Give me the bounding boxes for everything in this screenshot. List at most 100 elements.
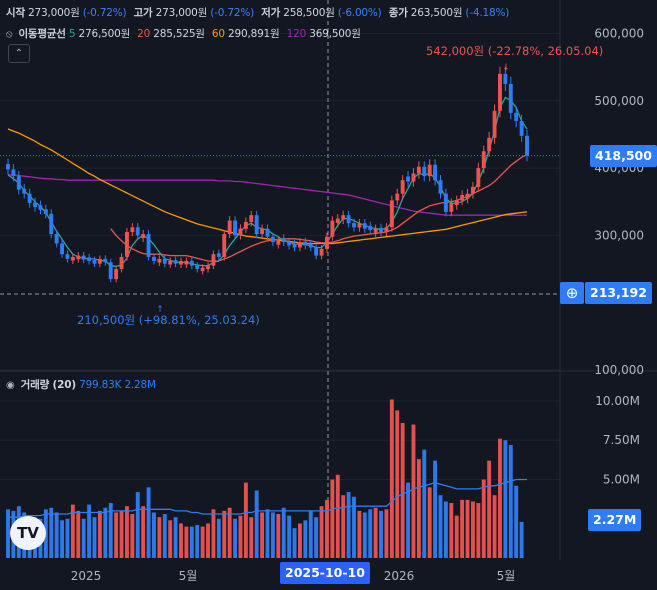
candle-body — [200, 267, 205, 272]
low-annotation: 210,500원 (+98.81%, 25.03.24) — [77, 313, 260, 327]
candle-body — [260, 228, 265, 235]
time-tick-label: 2025 — [71, 569, 102, 583]
volume-bar — [379, 510, 383, 558]
price-tick-label: 100,000 — [594, 363, 644, 377]
ma-legend[interactable]: ⦸ 이동평균선 5 276,500원 20 285,525원 60 290,89… — [6, 26, 365, 41]
eye-icon[interactable]: ◉ — [6, 380, 15, 391]
candle-body — [325, 236, 329, 249]
candle-body — [281, 238, 286, 243]
candle-body — [395, 193, 400, 201]
candle-body — [379, 227, 383, 233]
price-tick-label: 600,000 — [594, 26, 644, 40]
candle-body — [314, 247, 319, 256]
volume-bar — [184, 526, 189, 558]
volume-bar — [443, 501, 448, 558]
tradingview-logo[interactable]: TV — [10, 516, 46, 550]
ma20-period: 20 — [137, 28, 151, 40]
candle-body — [152, 256, 156, 261]
volume-bar — [470, 501, 475, 558]
high-change: (-0.72%) — [210, 7, 255, 19]
volume-bar — [130, 514, 135, 558]
time-tick-label: 5월 — [497, 569, 516, 583]
high-label: 고가 — [133, 7, 153, 19]
eye-hidden-icon[interactable]: ⦸ — [6, 29, 13, 40]
candle-body — [173, 260, 178, 264]
volume-bar — [87, 504, 92, 558]
candle-body — [297, 242, 302, 248]
candle-body — [184, 260, 189, 265]
volume-bar — [487, 460, 492, 558]
crosshair-price-group[interactable]: ⊕ 213,192 — [560, 282, 652, 306]
ohlc-legend: 시작 273,000원 (-0.72%) 고가 273,000원 (-0.72%… — [6, 5, 513, 20]
candle-body — [146, 234, 151, 257]
chart-grid — [0, 0, 657, 560]
candle-body — [22, 188, 27, 194]
volume-bar — [222, 510, 227, 558]
volume-bar — [281, 507, 286, 558]
volume-bar — [97, 510, 102, 558]
candle-body — [357, 223, 362, 228]
close-value: 263,500원 — [410, 7, 463, 19]
volume-bar — [373, 507, 378, 558]
candle-body — [222, 234, 227, 257]
candle-body — [11, 169, 16, 177]
candle-body — [227, 220, 232, 235]
candle-body — [276, 240, 281, 245]
candle-body — [341, 215, 346, 220]
volume-bar — [206, 523, 210, 558]
volume-bar — [433, 460, 438, 558]
candle-body — [508, 83, 513, 113]
volume-bar — [503, 440, 508, 558]
ma120-period: 120 — [286, 28, 307, 40]
volume-bar — [519, 521, 524, 558]
volume-ma-value: 799.83K — [79, 379, 122, 391]
volume-bar — [54, 512, 59, 558]
volume-bar — [319, 506, 324, 558]
volume-bar — [416, 459, 421, 558]
candle-body — [189, 260, 194, 266]
candle-body — [168, 260, 173, 265]
candle-body — [449, 203, 454, 212]
candle-body — [179, 260, 183, 265]
candle-body — [43, 209, 48, 214]
low-marker-icon: ↑ — [156, 305, 164, 315]
candle-body — [206, 265, 210, 270]
candle-body — [162, 258, 167, 264]
low-change: (-6.00%) — [337, 7, 382, 19]
collapse-legend-button[interactable]: ⌃ — [8, 44, 30, 63]
add-alert-icon[interactable]: ⊕ — [560, 282, 584, 304]
volume-label: 거래량 (20) — [20, 379, 76, 391]
moving-average-lines — [7, 96, 528, 267]
candle-body — [373, 228, 378, 233]
volume-value: 2.28M — [124, 379, 156, 391]
candle-body — [6, 164, 10, 170]
volume-bar — [76, 510, 81, 558]
candle-body — [368, 225, 373, 230]
volume-bar — [157, 517, 162, 558]
candle-body — [92, 260, 97, 264]
candle-body — [81, 255, 86, 260]
open-label: 시작 — [6, 7, 25, 19]
chevron-up-icon: ⌃ — [14, 48, 24, 59]
volume-bar — [406, 482, 411, 558]
volume-bar — [81, 518, 86, 558]
volume-bar — [49, 507, 54, 558]
candle-body — [108, 262, 113, 280]
volume-bar — [6, 509, 10, 558]
candle-body — [319, 248, 324, 256]
candle-body — [103, 258, 108, 263]
volume-bar — [265, 509, 270, 558]
volume-bar — [260, 512, 265, 558]
volume-bar — [60, 520, 65, 558]
candle-body — [416, 166, 421, 174]
volume-bar — [341, 495, 346, 558]
volume-bar — [395, 410, 400, 558]
candle-body — [433, 164, 438, 181]
candle-body — [135, 227, 140, 236]
candle-body — [503, 73, 508, 84]
volume-bar — [195, 525, 200, 558]
volume-bar — [330, 479, 335, 558]
volume-bar — [357, 510, 362, 558]
volume-bar — [422, 449, 427, 558]
